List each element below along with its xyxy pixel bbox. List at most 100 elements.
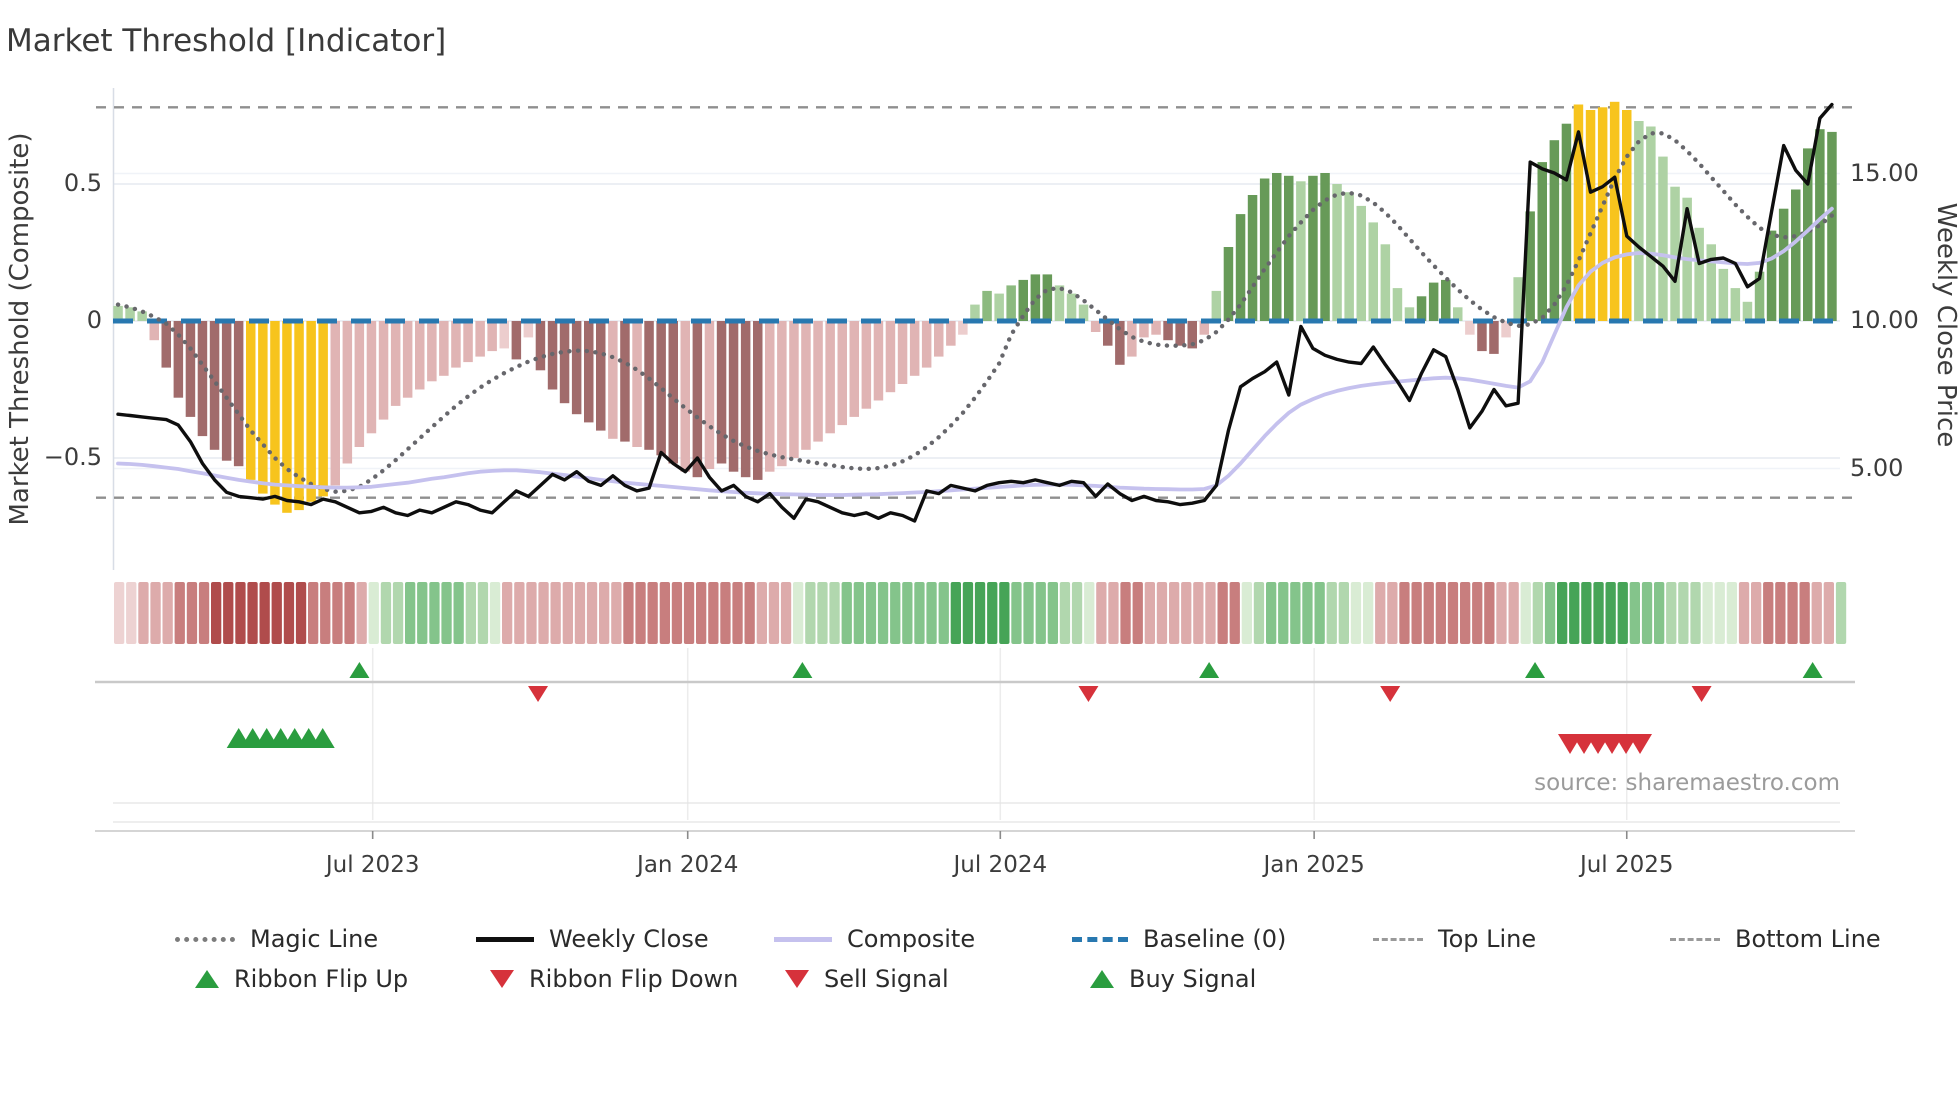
triangle-up-icon xyxy=(195,970,219,988)
composite-bar xyxy=(946,321,956,346)
composite-bar xyxy=(716,321,727,464)
legend-label: Top Line xyxy=(1438,925,1537,953)
composite-bar xyxy=(885,321,896,393)
ribbon-cell xyxy=(1738,582,1750,644)
composite-bar xyxy=(825,321,835,434)
x-axis-tick-label: Jul 2024 xyxy=(953,852,1048,878)
ribbon-cell xyxy=(429,582,440,644)
ribbon-cell xyxy=(489,582,501,644)
ribbon-cell xyxy=(1835,582,1847,644)
composite-bar xyxy=(161,321,171,368)
ribbon-cell xyxy=(1241,582,1252,644)
ribbon-cell xyxy=(1544,582,1556,644)
ribbon-cell xyxy=(768,582,780,644)
ribbon-cell xyxy=(1302,582,1313,644)
composite-bar xyxy=(1163,321,1173,341)
ribbon-cell xyxy=(1035,582,1046,644)
ribbon-cell xyxy=(914,582,925,644)
composite-bar xyxy=(1670,186,1680,321)
composite-bar xyxy=(1368,222,1378,321)
composite-bar xyxy=(1404,307,1415,321)
ribbon-cell xyxy=(1629,582,1640,644)
ribbon-cell xyxy=(926,582,937,644)
composite-bar xyxy=(861,321,872,409)
legend-buy-signal: Buy Signal xyxy=(1090,962,1256,996)
composite-bar xyxy=(1525,211,1535,321)
x-axis-tick-label: Jan 2025 xyxy=(1263,852,1365,878)
composite-bar xyxy=(282,321,292,513)
composite-bar xyxy=(692,321,703,478)
ribbon-cell xyxy=(271,582,282,644)
ribbon-cell xyxy=(1071,582,1083,644)
composite-bar xyxy=(1537,162,1547,321)
composite-bar xyxy=(1320,173,1330,321)
ribbon-cell xyxy=(344,582,355,644)
ribbon-cell xyxy=(235,582,246,644)
composite-bar xyxy=(390,321,401,406)
ribbon-cell xyxy=(1654,582,1665,644)
composite-bar xyxy=(1453,307,1463,321)
composite-bar xyxy=(1827,131,1837,321)
ribbon-cell xyxy=(756,582,767,644)
ribbon-cell xyxy=(441,582,452,644)
composite-bar xyxy=(608,321,618,439)
composite-bar xyxy=(1090,321,1101,332)
x-axis-tick-label: Jul 2023 xyxy=(325,852,420,878)
legend-weekly-close: Weekly Close xyxy=(476,922,709,956)
composite-line xyxy=(116,206,1834,497)
ribbon-cell xyxy=(186,582,198,644)
composite-bar xyxy=(1646,126,1656,321)
composite-bar xyxy=(1465,321,1475,335)
composite-bar xyxy=(1585,110,1596,321)
composite-bar xyxy=(1791,189,1801,321)
ribbon-cell xyxy=(502,582,513,644)
composite-bar xyxy=(1332,184,1342,321)
ribbon-cell xyxy=(1120,582,1131,644)
ribbon-cell xyxy=(1047,582,1058,644)
ribbon-cell xyxy=(1605,582,1616,644)
ribbon-cell xyxy=(1496,582,1507,644)
ribbon-cell xyxy=(950,582,961,644)
ribbon-cell xyxy=(1726,582,1737,644)
legend-baseline: Baseline (0) xyxy=(1072,922,1286,956)
ribbon-cell xyxy=(829,582,840,644)
composite-bar xyxy=(897,321,908,384)
legend-label: Ribbon Flip Up xyxy=(234,965,409,993)
ribbon-cell xyxy=(793,582,804,644)
ribbon-cell xyxy=(744,582,755,644)
ribbon-cell xyxy=(392,582,404,644)
composite-bar xyxy=(451,321,461,368)
legend-ribbon-flip-up: Ribbon Flip Up xyxy=(195,962,408,996)
composite-bar xyxy=(1392,288,1403,321)
ribbon-cell xyxy=(1326,582,1337,644)
ribbon-cell xyxy=(1690,582,1701,644)
composite-bar xyxy=(1054,285,1065,321)
ribbon-cell xyxy=(1253,582,1265,644)
ribbon-cell xyxy=(1472,582,1483,644)
ribbon-cell xyxy=(1423,582,1434,644)
right-axis-tick-label: 15.00 xyxy=(1850,158,1919,187)
ribbon-cell xyxy=(1666,582,1677,644)
composite-bar xyxy=(1803,148,1813,321)
composite-bar xyxy=(1103,321,1113,346)
ribbon-flip-up-marker xyxy=(1802,662,1823,678)
composite-bar xyxy=(1441,279,1451,321)
ribbon-cell xyxy=(1557,582,1568,644)
composite-bar xyxy=(125,307,135,321)
composite-bar xyxy=(1284,175,1294,321)
ribbon-cell xyxy=(550,582,561,644)
ribbon-cell xyxy=(320,582,331,644)
ribbon-cell xyxy=(477,582,489,644)
composite-bar xyxy=(1573,104,1584,321)
ribbon-cell xyxy=(1411,582,1422,644)
composite-bar xyxy=(740,321,751,478)
ribbon-cell xyxy=(1290,582,1301,644)
ribbon-cell xyxy=(659,582,670,644)
composite-bar xyxy=(306,321,316,502)
legend-magic-line: Magic Line xyxy=(175,922,378,956)
composite-bar xyxy=(499,321,509,349)
ribbon-cell xyxy=(308,582,319,644)
legend-label: Ribbon Flip Down xyxy=(529,965,739,993)
composite-bar xyxy=(704,321,715,469)
